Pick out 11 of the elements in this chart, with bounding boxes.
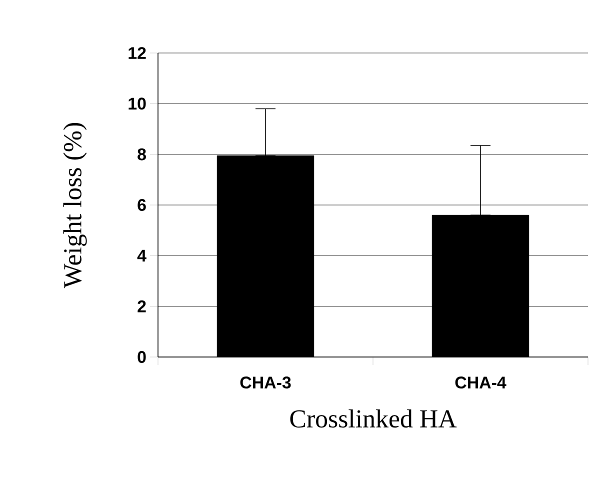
y-axis-title: Weight loss (%) (63, 123, 87, 288)
y-tick-label: 6 (138, 199, 146, 211)
y-tick-label: 0 (138, 351, 146, 363)
y-tick-label: 8 (138, 148, 146, 160)
y-tick-label: 10 (128, 98, 146, 110)
x-tick-label: CHA-4 (455, 376, 506, 389)
y-tick-label: 4 (137, 250, 146, 262)
y-tick-label: 12 (128, 47, 146, 59)
x-tick-label: CHA-3 (240, 376, 291, 389)
x-axis-title: Crosslinked HA (290, 409, 457, 428)
y-tick-label: 2 (138, 300, 146, 312)
